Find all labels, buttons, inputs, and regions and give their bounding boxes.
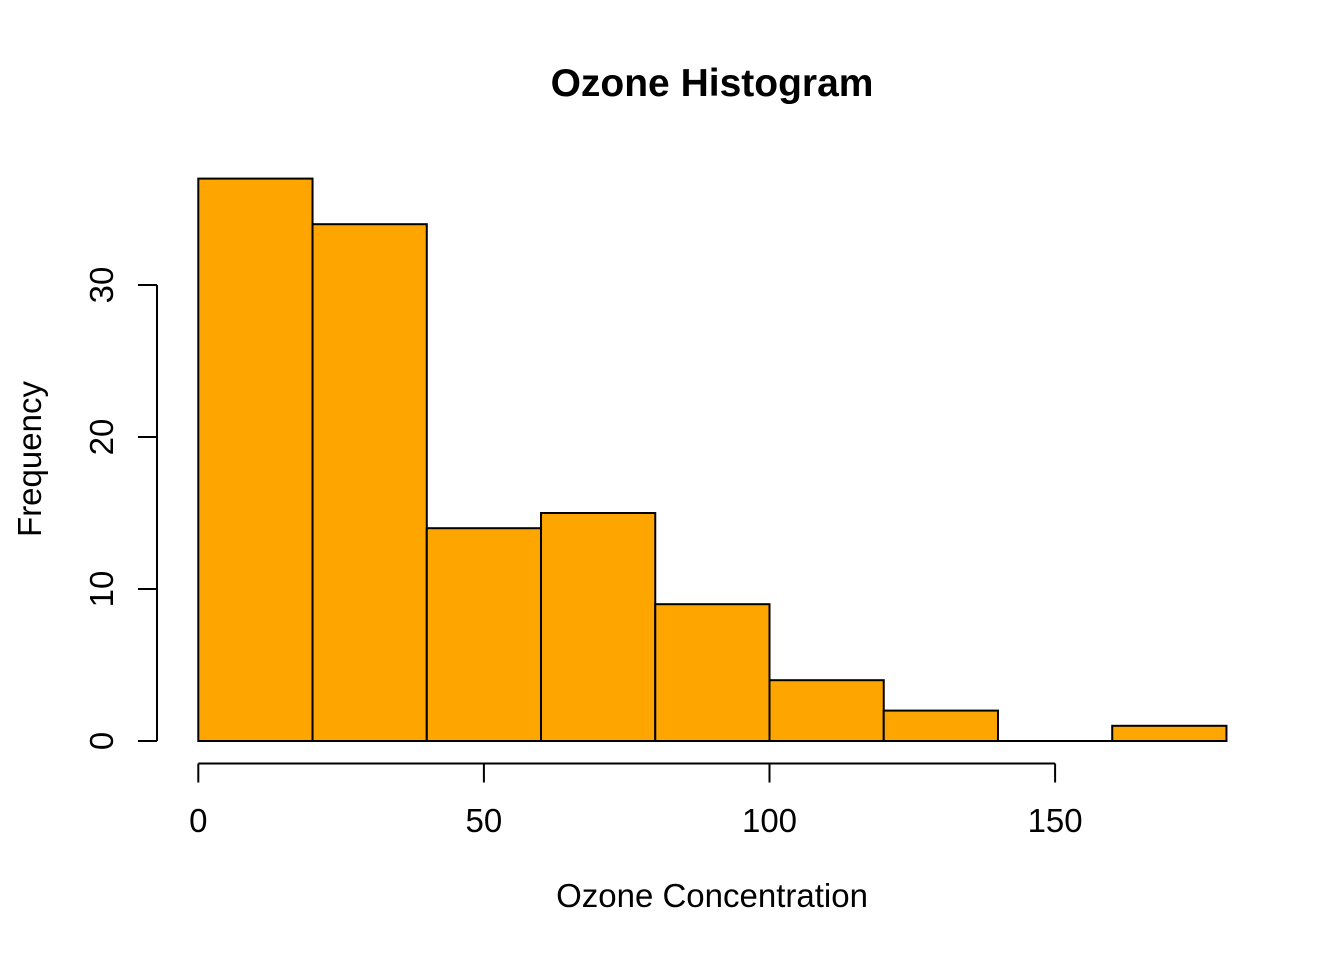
x-tick-label: 100: [741, 802, 798, 839]
y-tick-label: 20: [83, 418, 120, 456]
histogram-bar: [1111, 724, 1228, 742]
y-axis-label: Frequency: [11, 381, 48, 537]
x-axis-label: Ozone Concentration: [556, 877, 868, 914]
y-tick-label: 10: [83, 570, 120, 608]
histogram-bar: [540, 512, 657, 742]
histogram-bar: [654, 603, 771, 743]
x-tick-label: 150: [1027, 802, 1083, 839]
histogram-bar: [425, 527, 543, 743]
y-tick-label: 30: [83, 266, 120, 304]
histogram-bar: [882, 709, 999, 742]
y-tick-label: 0: [83, 731, 120, 751]
histogram-bar: [311, 223, 428, 742]
x-tick-label: 0: [189, 802, 208, 839]
chart-title: Ozone Histogram: [550, 62, 874, 105]
x-tick-label: 50: [465, 802, 503, 839]
histogram-bar: [197, 177, 314, 743]
histogram-bar: [768, 679, 885, 743]
